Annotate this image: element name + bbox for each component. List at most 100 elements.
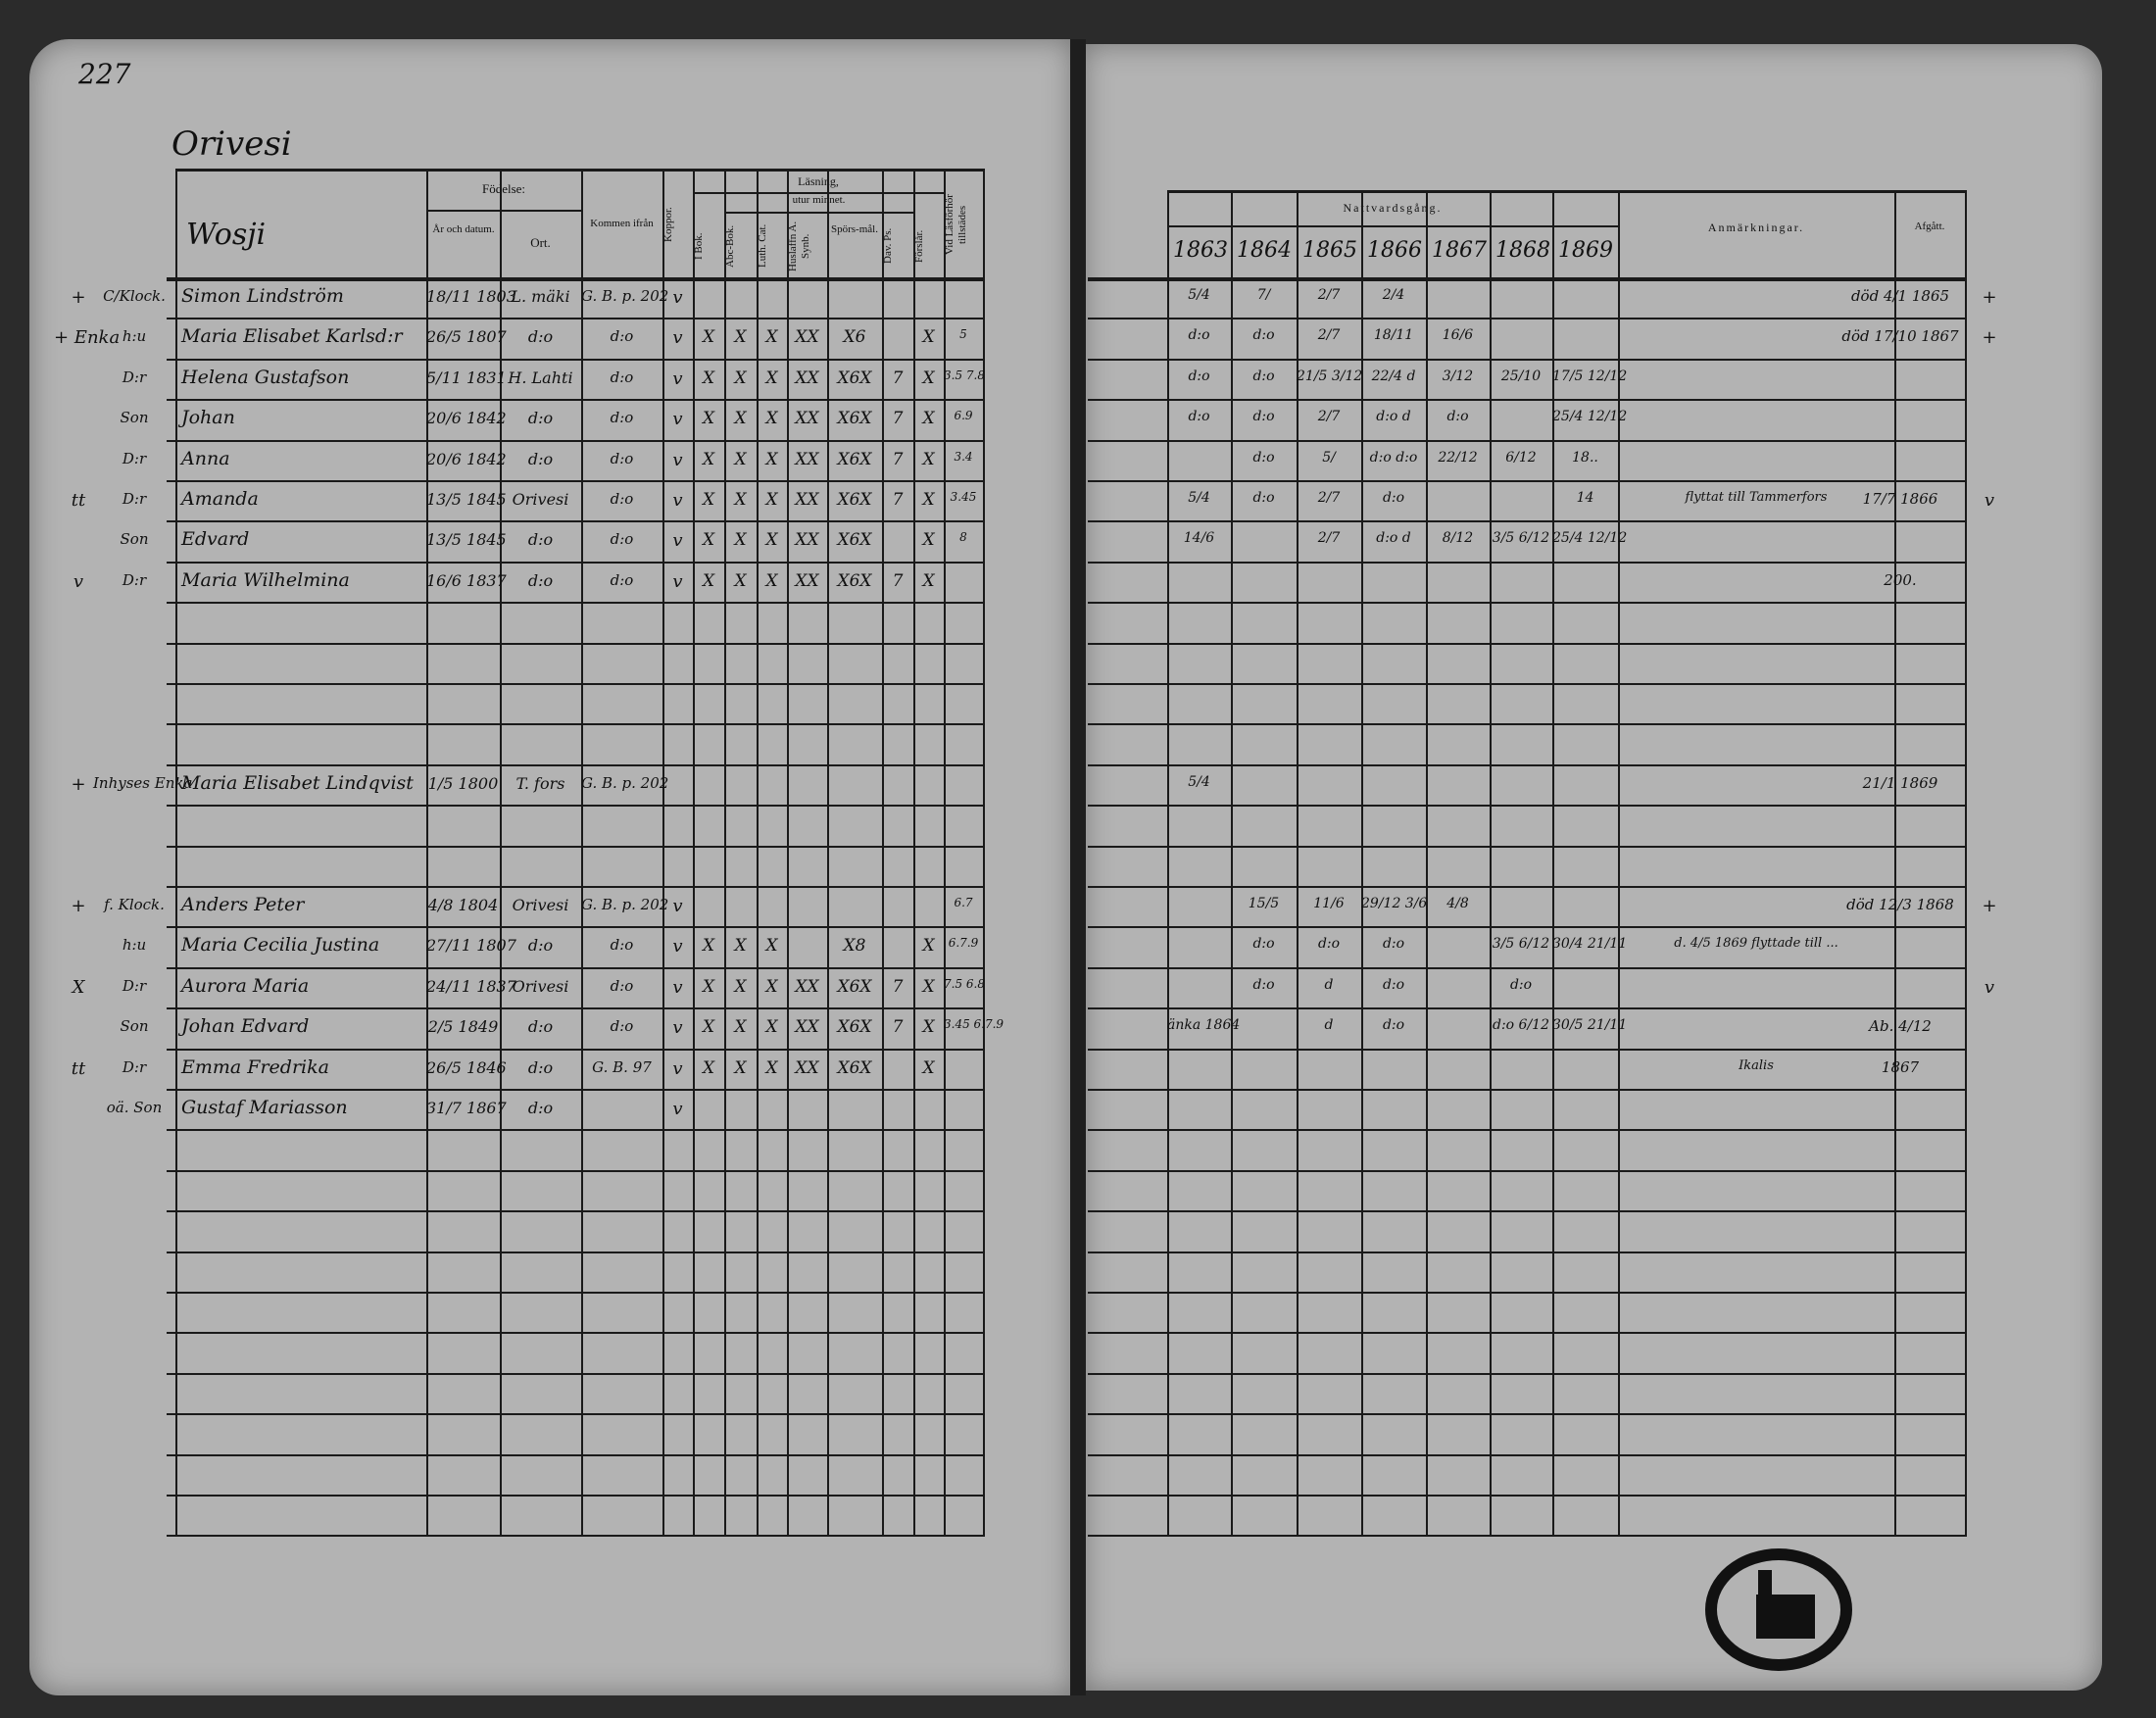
exam-attendance: 3.5 7.8: [944, 368, 985, 382]
column-rule: [1231, 191, 1233, 1536]
column-rule: [693, 170, 695, 1536]
row-rule: [1088, 886, 1967, 888]
lasning-rule: [693, 192, 944, 194]
margin-mark: tt: [71, 1057, 86, 1079]
row-rule: [1088, 277, 1967, 281]
communion-entry: d:o: [1188, 368, 1210, 384]
row-rule: [167, 723, 985, 726]
communion-entry: d:o: [1252, 490, 1275, 506]
reading-mark: X: [702, 327, 715, 348]
column-rule: [500, 170, 502, 1536]
person-name: Helena Gustafson: [181, 366, 350, 388]
exam-attendance: 6.7.9: [948, 936, 979, 951]
exam-attendance: 8: [959, 530, 967, 545]
row-rule: [167, 886, 985, 888]
farm-name: Wosji: [186, 218, 267, 252]
left-page: [29, 39, 1073, 1695]
row-rule: [1088, 1210, 1967, 1213]
archive-stamp: [1705, 1548, 1852, 1671]
reading-mark: X: [702, 368, 715, 388]
header-utur-minnet: utur minnet.: [792, 194, 846, 206]
came-from: d:o: [610, 570, 634, 589]
right-margin-mark: +: [1982, 896, 1997, 916]
row-rule: [167, 399, 985, 402]
communion-entry: 25/10: [1500, 368, 1542, 384]
column-rule: [1490, 191, 1492, 1536]
reading-mark: X: [734, 1017, 747, 1038]
reading-mark: X6X: [837, 530, 872, 551]
header-abc: Abc-Bok.: [724, 224, 736, 268]
person-name: Amanda: [181, 488, 259, 510]
column-rule: [983, 170, 985, 1536]
communion-entry: 2/4: [1382, 287, 1405, 303]
row-rule: [167, 966, 985, 969]
year-header: 1866: [1367, 238, 1422, 263]
communion-entry: 14/6: [1183, 530, 1215, 547]
year-header: 1868: [1495, 238, 1550, 263]
birth-date: 18/11 1803: [426, 287, 516, 306]
communion-entry: 6/12: [1505, 449, 1537, 466]
birth-date: 31/7 1867: [426, 1099, 507, 1117]
came-from: G. B. p. 202: [581, 773, 669, 792]
fodelse-rule: [426, 210, 581, 212]
row-rule: [167, 1129, 985, 1132]
reading-mark: X: [765, 1057, 778, 1078]
row-rule: [1088, 1129, 1967, 1132]
row-rule: [1088, 926, 1967, 929]
reading-mark: X: [734, 530, 747, 551]
header-luth: Luth. Cat.: [757, 223, 768, 269]
communion-entry: 5/4: [1188, 773, 1210, 790]
birth-date: 20/6 1842: [426, 409, 507, 428]
came-from: d:o: [610, 368, 634, 386]
birth-place: Orivesi: [512, 976, 569, 996]
reading-mark: 7: [892, 368, 904, 388]
household-title: D:r: [122, 449, 147, 467]
communion-entry: d:o d:o: [1369, 449, 1418, 466]
communion-entry: 30/4 21/11: [1552, 936, 1628, 953]
row-rule: [1088, 358, 1967, 361]
column-rule: [1297, 191, 1298, 1536]
row-rule: [1088, 1048, 1967, 1051]
birth-place: L. mäki: [511, 287, 570, 306]
reading-mark: XX: [795, 409, 819, 429]
exam-attendance: 7.5 6.8: [944, 976, 985, 991]
header-kommen: Kommen ifrån: [590, 218, 654, 229]
smallpox-mark: v: [672, 1099, 683, 1119]
came-from: d:o: [610, 327, 634, 346]
reading-mark: X: [922, 1057, 935, 1078]
reading-mark: X: [734, 976, 747, 997]
row-rule: [167, 561, 985, 564]
reading-mark: X: [765, 530, 778, 551]
row-rule: [167, 480, 985, 482]
communion-entry: d:o: [1252, 936, 1275, 953]
departure: 21/1 1869: [1862, 773, 1938, 792]
row-rule: [1088, 1169, 1967, 1172]
reading-mark: X: [702, 409, 715, 429]
row-rule: [167, 642, 985, 645]
came-from: d:o: [610, 530, 634, 549]
reading-mark: X: [922, 1017, 935, 1038]
reading-mark: X: [765, 409, 778, 429]
communion-entry: 4/8: [1446, 896, 1469, 911]
reading-mark: 7: [892, 1017, 904, 1038]
communion-entry: d:o: [1382, 490, 1405, 506]
reading-mark: X: [922, 490, 935, 510]
exam-attendance: 5: [959, 327, 967, 342]
column-rule: [1361, 191, 1363, 1536]
reading-mark: X: [702, 976, 715, 997]
departure: Ab. 4/12: [1869, 1017, 1932, 1036]
came-from: d:o: [610, 409, 634, 427]
communion-entry: d:o: [1252, 449, 1275, 466]
row-rule: [167, 1089, 985, 1091]
margin-mark: +: [71, 287, 86, 308]
person-name: Maria Elisabet Karlsd:r: [181, 325, 403, 348]
household-title: D:r: [122, 1057, 147, 1076]
row-rule: [1088, 520, 1967, 523]
row-rule: [1088, 1372, 1967, 1375]
right-margin-mark: +: [1982, 327, 1997, 349]
birth-date: 26/5 1807: [426, 327, 507, 347]
birth-date: 27/11 1807: [426, 936, 516, 956]
village-name: Orivesi: [172, 124, 292, 164]
row-rule: [1088, 318, 1967, 320]
exam-attendance: 3.45: [950, 490, 977, 504]
